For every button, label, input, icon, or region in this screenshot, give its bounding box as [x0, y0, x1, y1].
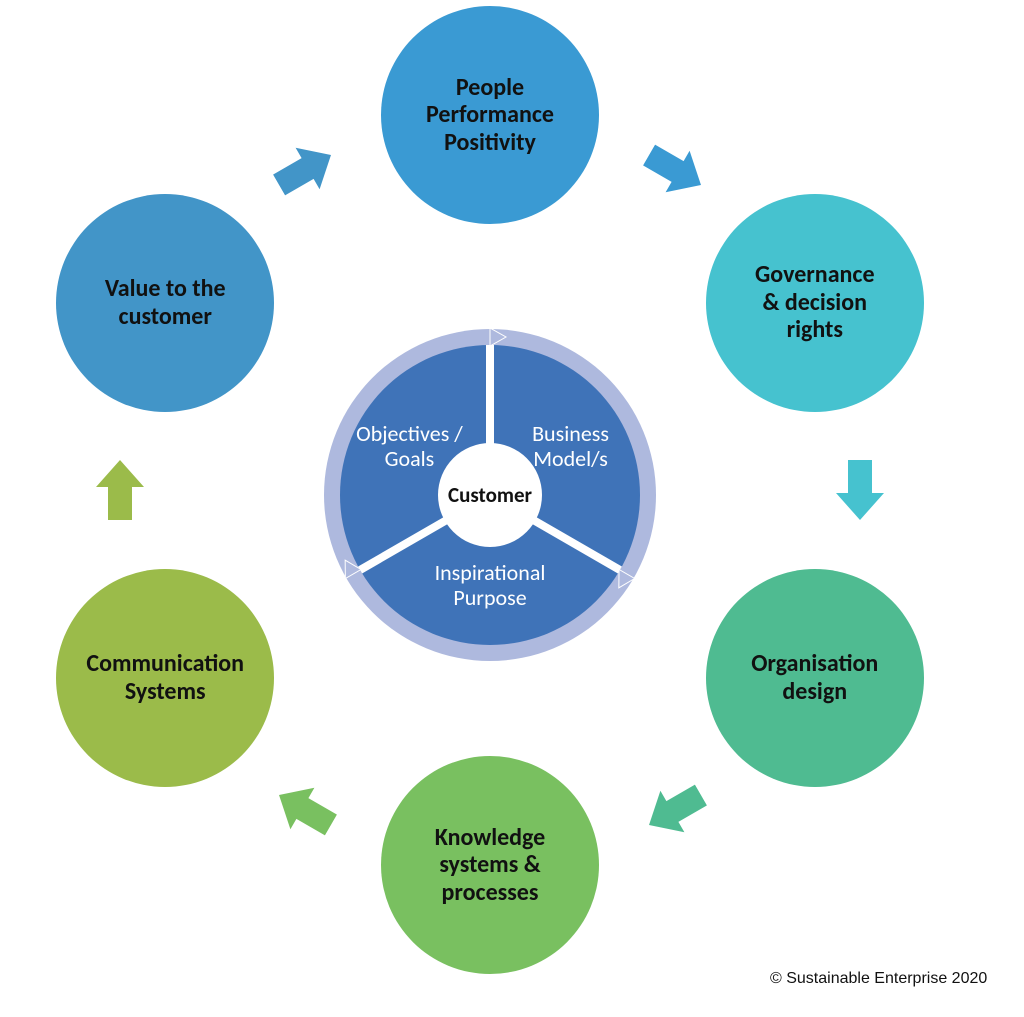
flow-arrow-0 [634, 129, 716, 211]
outer-node-value: Value to thecustomer [56, 194, 274, 412]
outer-node-label-org-design: Organisationdesign [741, 650, 888, 705]
center-sector-label-objectives: Objectives /Goals [329, 421, 489, 472]
outer-node-people: PeoplePerformancePositivity [381, 6, 599, 224]
flow-arrow-2 [634, 769, 716, 851]
center-core-label: Customer [448, 482, 532, 508]
outer-node-label-knowledge: Knowledgesystems &processes [425, 824, 556, 907]
center-wrap: Customer Objectives /GoalsBusinessModel/s… [324, 329, 656, 661]
flow-arrow-5 [264, 129, 346, 211]
outer-node-knowledge: Knowledgesystems &processes [381, 756, 599, 974]
outer-node-org-design: Organisationdesign [706, 569, 924, 787]
outer-node-label-value: Value to thecustomer [95, 275, 236, 330]
outer-node-label-communication: CommunicationSystems [76, 650, 254, 705]
outer-node-label-people: PeoplePerformancePositivity [416, 74, 564, 157]
flow-arrow-3 [264, 769, 346, 851]
outer-node-governance: Governance& decisionrights [706, 194, 924, 412]
center-sector-label-purpose: InspirationalPurpose [410, 560, 570, 611]
center-sector-label-business: BusinessModel/s [491, 421, 651, 472]
outer-node-label-governance: Governance& decisionrights [745, 261, 885, 344]
copyright-text: © Sustainable Enterprise 2020 [770, 970, 987, 988]
flow-arrow-4 [90, 460, 150, 520]
flow-arrow-1 [830, 460, 890, 520]
outer-node-communication: CommunicationSystems [56, 569, 274, 787]
